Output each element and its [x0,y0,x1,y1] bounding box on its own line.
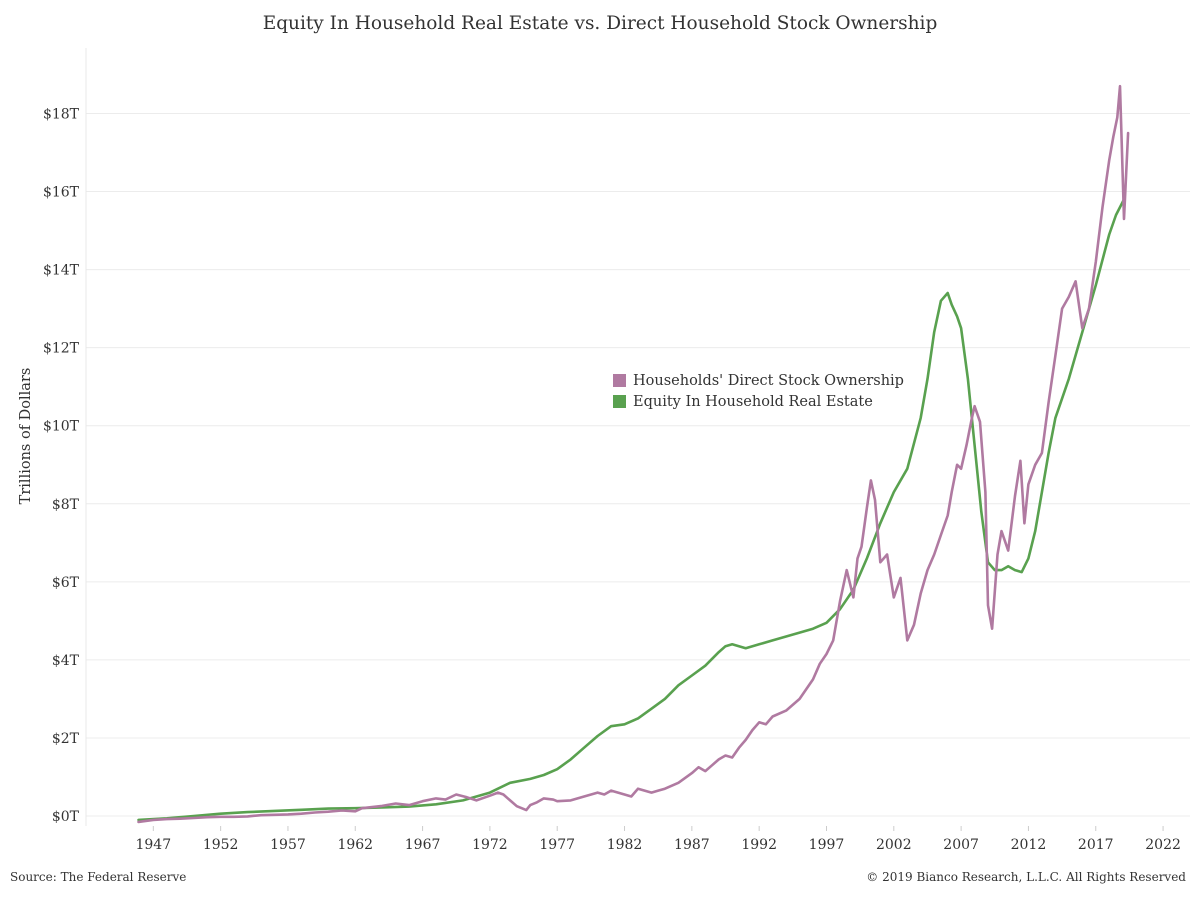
y-tick-label: $14T [43,263,80,279]
gridlines [86,113,1190,817]
legend: Households' Direct Stock Ownership Equit… [613,370,904,412]
legend-item-real-estate: Equity In Household Real Estate [613,391,904,412]
y-tick-label: $12T [43,341,80,357]
legend-item-stocks: Households' Direct Stock Ownership [613,370,904,391]
series-lines [137,84,1130,824]
x-tick-label: 2002 [876,837,912,853]
x-tick-label: 1947 [135,837,171,853]
x-tick-label: 1972 [472,837,508,853]
x-tick-label: 2022 [1145,837,1181,853]
copyright-note: © 2019 Bianco Research, L.L.C. All Right… [866,870,1186,884]
x-tick-label: 1987 [674,837,710,853]
real-estate-equity-line [137,198,1126,822]
legend-label-stocks: Households' Direct Stock Ownership [633,372,904,389]
legend-label-real-estate: Equity In Household Real Estate [633,393,873,410]
stock-ownership-line [137,84,1130,824]
legend-swatch-real-estate [613,395,626,408]
y-tick-label: $18T [43,107,80,123]
y-tick-label: $10T [43,419,80,435]
x-tick-label: 2017 [1078,837,1114,853]
y-tick-label: $6T [52,575,80,591]
x-tick-label: 1997 [809,837,845,853]
y-tick-label: $8T [52,497,80,513]
x-tick-label: 1977 [539,837,575,853]
x-tick-label: 2012 [1011,837,1047,853]
x-tick-label: 1992 [741,837,777,853]
x-tick-label: 1967 [405,837,441,853]
legend-swatch-stocks [613,374,626,387]
chart-title: Equity In Household Real Estate vs. Dire… [262,13,938,34]
chart-plot: $0T $2T $4T $6T $8T $10T $12T $14T $16T $18T 1947 1… [18,48,1190,853]
y-tick-label: $4T [52,653,80,669]
x-tick-label: 1952 [203,837,239,853]
x-tick-label: 1982 [607,837,643,853]
x-tick-label: 2007 [943,837,979,853]
axes: $0T $2T $4T $6T $8T $10T $12T $14T $16T $18T 1947 1… [43,48,1181,853]
x-tick-label: 1957 [270,837,306,853]
y-tick-label: $0T [52,809,80,825]
y-tick-label: $2T [52,731,80,747]
x-tick-label: 1962 [337,837,373,853]
source-note: Source: The Federal Reserve [10,870,187,884]
y-tick-label: $16T [43,185,80,201]
y-axis-label: Trillions of Dollars [18,368,34,505]
